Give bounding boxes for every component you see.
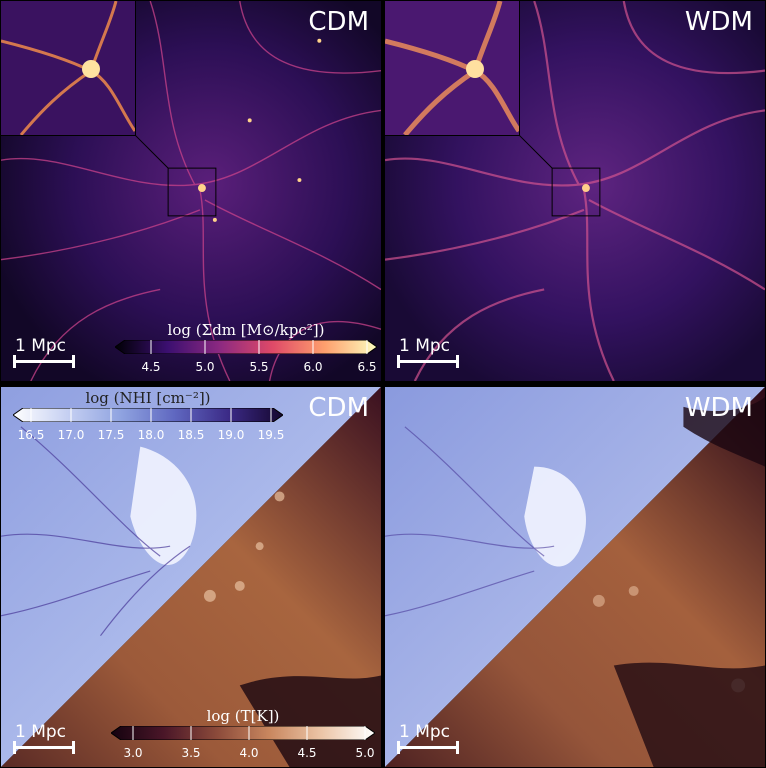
colorbar-hi-gradient [12, 407, 284, 423]
tick-label: 6.0 [303, 360, 323, 374]
zoom-inset-wdm [385, 1, 520, 136]
panel-cdm-dark-matter: CDM 1 Mpc log (Σdm [M⊙/kpc²]) [0, 0, 382, 382]
scale-bar: 1 Mpc [397, 722, 463, 754]
tick-label: 5.5 [249, 360, 269, 374]
scale-bar-label: 1 Mpc [15, 722, 67, 742]
colorbar-dark-matter-ticks: 4.5 5.0 5.5 6.0 6.5 [115, 358, 377, 374]
panel-wdm-gas: WDM 1 Mpc [384, 386, 766, 768]
scale-bar-line [13, 355, 75, 368]
panel-cdm-gas: CDM log (NHI [cm⁻²]) [0, 386, 382, 768]
colorbar-hi-ticks: 16.5 17.0 17.5 18.0 18.5 19.0 19.5 [13, 426, 285, 442]
tick-label: 4.0 [239, 746, 259, 760]
tick-label: 5.0 [355, 746, 375, 760]
tick-label: 5.0 [195, 360, 215, 374]
tick-label: 17.5 [97, 428, 125, 442]
tick-label: 17.0 [57, 428, 85, 442]
scale-bar-line [397, 741, 459, 754]
tick-label: 19.5 [257, 428, 285, 442]
panel-wdm-dark-matter: WDM 1 Mpc [384, 0, 766, 382]
scale-bar: 1 Mpc [397, 336, 463, 368]
colorbar-hi-column: log (NHI [cm⁻²]) [12, 389, 285, 442]
tick-label: 4.5 [141, 360, 161, 374]
scale-bar-line [13, 741, 75, 754]
scale-bar-label: 1 Mpc [399, 722, 451, 742]
tick-label: 19.0 [217, 428, 245, 442]
gas-map-wdm [385, 387, 765, 767]
tick-label: 18.5 [177, 428, 205, 442]
tick-label: 18.0 [137, 428, 165, 442]
tick-label: 3.0 [123, 746, 143, 760]
tick-label: 3.5 [181, 746, 201, 760]
scale-bar: 1 Mpc [13, 722, 79, 754]
colorbar-temperature-gradient [110, 725, 376, 741]
scale-bar-label: 1 Mpc [15, 336, 67, 356]
tick-label: 6.5 [357, 360, 377, 374]
colorbar-dark-matter-title: log (Σdm [M⊙/kpc²]) [167, 321, 325, 339]
scale-bar: 1 Mpc [13, 336, 79, 368]
zoom-inset-cdm [1, 1, 136, 136]
colorbar-dark-matter: log (Σdm [M⊙/kpc²]) [114, 321, 378, 374]
scale-bar-line [397, 355, 459, 368]
gas-map-cdm [1, 387, 381, 767]
tick-label: 4.5 [297, 746, 317, 760]
colorbar-temperature: log (T[K]) [110, 707, 376, 760]
tick-label: 16.5 [17, 428, 45, 442]
colorbar-temperature-title: log (T[K]) [206, 707, 280, 725]
colorbar-dark-matter-gradient [114, 339, 378, 355]
model-label-wdm: WDM [684, 393, 753, 423]
model-label-wdm: WDM [684, 7, 753, 37]
colorbar-hi-title: log (NHI [cm⁻²]) [85, 389, 211, 407]
model-label-cdm: CDM [308, 393, 369, 423]
model-label-cdm: CDM [308, 7, 369, 37]
scale-bar-label: 1 Mpc [399, 336, 451, 356]
colorbar-temperature-ticks: 3.0 3.5 4.0 4.5 5.0 [111, 744, 375, 760]
